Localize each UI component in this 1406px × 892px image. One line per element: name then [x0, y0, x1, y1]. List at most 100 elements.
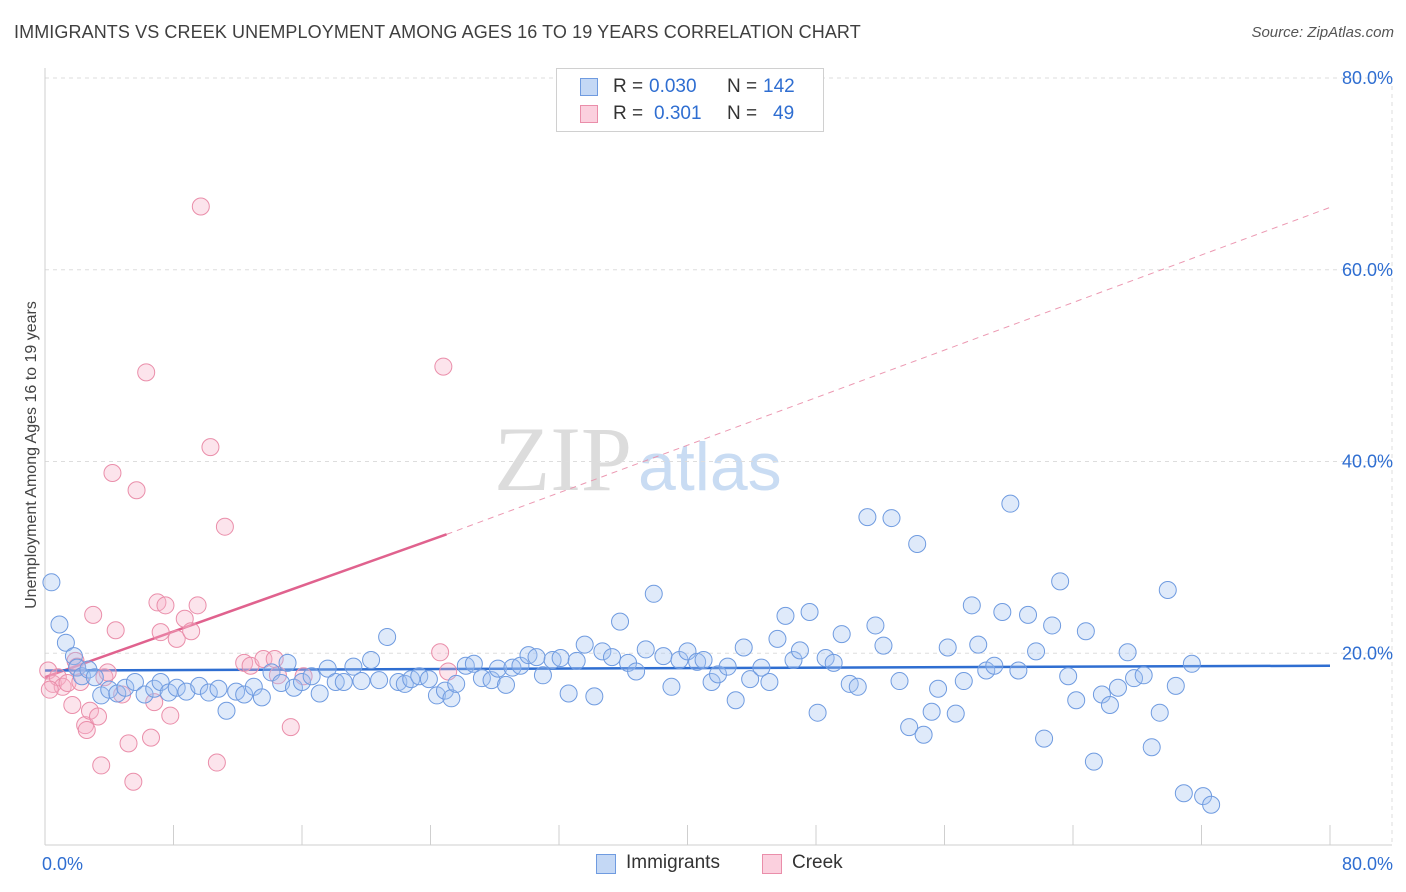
immigrants-point [559, 684, 578, 703]
immigrants-point [585, 687, 604, 706]
immigrants-point [768, 629, 787, 648]
immigrants-point [1076, 622, 1095, 641]
immigrants-point [527, 648, 546, 667]
immigrants-point [1051, 572, 1070, 591]
immigrants-point [790, 641, 809, 660]
immigrants-point [567, 651, 586, 670]
immigrants-point [858, 508, 877, 527]
creek-point [39, 661, 58, 680]
creek-point [431, 643, 450, 662]
creek-point [127, 481, 146, 500]
immigrants-point [644, 584, 663, 603]
immigrants-point [293, 673, 311, 692]
immigrants-point [435, 681, 454, 700]
immigrants-point [1059, 667, 1078, 686]
stats-r-value: 0.301 [654, 103, 702, 124]
stats-n-value: 142 [763, 76, 795, 97]
stats-r-label: R = [613, 76, 644, 97]
immigrants-point [848, 677, 867, 696]
legend-label-immigrants: Immigrants [626, 852, 720, 873]
immigrants-point [709, 665, 728, 684]
creek-point [201, 438, 220, 457]
immigrants-point [734, 638, 753, 657]
immigrants-point [533, 666, 552, 685]
immigrants-point [993, 603, 1012, 622]
immigrants-point [50, 615, 69, 634]
watermark-zip: ZIP [494, 408, 632, 510]
immigrants-point [1043, 616, 1062, 635]
immigrants-point [627, 662, 646, 681]
creek-point [137, 363, 156, 382]
immigrants-point [235, 685, 254, 704]
immigrants-point [1009, 661, 1028, 680]
immigrants-point [378, 627, 397, 646]
immigrants-point [962, 596, 981, 615]
immigrants-point [135, 685, 154, 704]
y-tick-label: 80.0% [1342, 68, 1393, 88]
immigrants-point [125, 673, 144, 692]
creek-point [191, 197, 210, 216]
immigrants-point [874, 636, 893, 655]
immigrants-point [938, 638, 957, 657]
creek-point [434, 357, 453, 376]
y-tick-label: 40.0% [1342, 452, 1393, 472]
immigrants-point [752, 658, 771, 677]
immigrants-point [900, 718, 919, 737]
creek-point [167, 629, 186, 648]
immigrants-point [344, 657, 363, 676]
stats-n-label: N = [727, 76, 758, 97]
immigrants-point [882, 509, 901, 528]
creek-point [119, 734, 138, 753]
immigrants-point [832, 625, 851, 644]
immigrants-point [318, 659, 337, 678]
immigrants-point [334, 673, 353, 692]
immigrants-point [190, 676, 209, 695]
immigrants-point [688, 652, 707, 671]
creek-point [215, 517, 234, 536]
creek-point [161, 706, 180, 725]
immigrants-point [42, 573, 61, 592]
creek-point [89, 707, 108, 726]
immigrants-point [908, 534, 927, 553]
immigrants-point [1108, 678, 1127, 697]
immigrants-point [784, 650, 803, 669]
immigrants-point [488, 659, 507, 678]
immigrants-point [278, 653, 297, 672]
watermark: ZIP atlas [494, 408, 782, 510]
immigrants-point [1182, 654, 1201, 673]
immigrants-point [662, 677, 681, 696]
immigrants-point [593, 642, 612, 661]
immigrants-point [447, 674, 466, 693]
watermark-atlas: atlas [638, 429, 782, 505]
y-tick-label: 60.0% [1342, 260, 1393, 280]
stats-r-label: R = [613, 103, 644, 124]
immigrants-point [760, 673, 779, 692]
creek-point [156, 596, 175, 615]
immigrants-point [985, 656, 1004, 675]
immigrants-point [310, 684, 329, 703]
immigrants-point [636, 640, 655, 659]
creek-point [207, 753, 226, 772]
creek-point [40, 680, 59, 699]
immigrants-point [718, 657, 737, 676]
immigrants-point [482, 671, 501, 690]
immigrants-point [922, 702, 941, 721]
immigrants-point [1027, 642, 1046, 661]
immigrants-point [442, 689, 461, 708]
immigrants-point [1084, 752, 1103, 771]
immigrants-point [217, 701, 236, 720]
immigrants-point [866, 616, 885, 635]
immigrants-trend-line [44, 664, 1331, 672]
stats-swatch-creek [580, 105, 598, 123]
immigrants-point [116, 678, 135, 697]
x-tick-label: 0.0% [42, 854, 83, 874]
immigrants-point [252, 688, 271, 707]
immigrants-point [1035, 729, 1054, 748]
creek-point [63, 696, 82, 715]
creek-trend-dashed [446, 206, 1331, 535]
immigrants-point [914, 725, 933, 744]
immigrants-point [575, 635, 594, 654]
legend-label-creek: Creek [792, 852, 843, 873]
immigrants-point [776, 606, 795, 625]
